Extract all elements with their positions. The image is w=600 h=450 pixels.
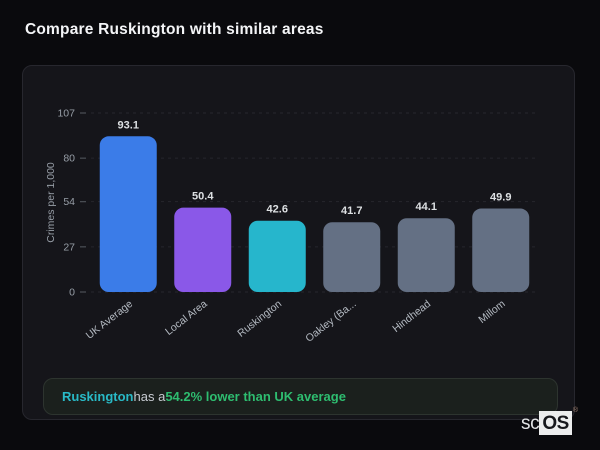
- bar-value-label: 41.7: [341, 205, 362, 217]
- bar-oakley-ba[interactable]: [323, 222, 381, 292]
- insight-area-label: Ruskington: [62, 389, 134, 404]
- insight-box: Ruskington has a 54.2% lower than UK ave…: [43, 378, 558, 415]
- bar-ruskington[interactable]: [248, 220, 306, 292]
- y-tick-label: 80: [63, 153, 75, 165]
- logo-prefix: sc: [520, 413, 540, 434]
- x-category-label: UK Average: [84, 298, 136, 342]
- scos-logo: sc OS ®: [520, 407, 578, 435]
- bar-value-label: 42.6: [267, 204, 288, 216]
- bar-chart: 0 27 54 80 107 Crimes per 1,000 93.1 UK Average…: [45, 108, 538, 345]
- bar-value-label: 93.1: [118, 119, 139, 131]
- y-tick-label: 54: [63, 196, 75, 208]
- logo-boxed-text: OS: [539, 411, 572, 435]
- bar-uk-average[interactable]: [99, 136, 157, 292]
- y-tick-label: 27: [63, 241, 75, 253]
- page-title: Compare Ruskington with similar areas: [25, 21, 324, 38]
- x-category-label: Hindhead: [390, 298, 433, 335]
- insight-connector: has a: [133, 389, 166, 404]
- bar-hindhead[interactable]: [397, 218, 455, 292]
- y-tick-label: 0: [69, 287, 75, 299]
- y-axis-title: Crimes per 1,000: [45, 162, 57, 243]
- y-tick-label: 107: [57, 108, 75, 120]
- bar-value-label: 50.4: [192, 191, 214, 203]
- x-category-label: Local Area: [163, 298, 210, 338]
- x-category-label: Millom: [476, 298, 507, 326]
- registered-mark-icon: ®: [572, 407, 578, 414]
- bar-millom[interactable]: [472, 208, 530, 292]
- bar-value-label: 44.1: [416, 201, 437, 213]
- insight-highlight: 54.2% lower than UK average: [165, 389, 346, 404]
- chart-card: 0 27 54 80 107 Crimes per 1,000 93.1 UK Average…: [22, 65, 575, 420]
- bar-local-area[interactable]: [174, 207, 232, 292]
- x-category-label: Ruskington: [235, 298, 284, 340]
- x-category-label: Oakley (Ba...: [303, 298, 358, 345]
- bar-value-label: 49.9: [490, 192, 511, 204]
